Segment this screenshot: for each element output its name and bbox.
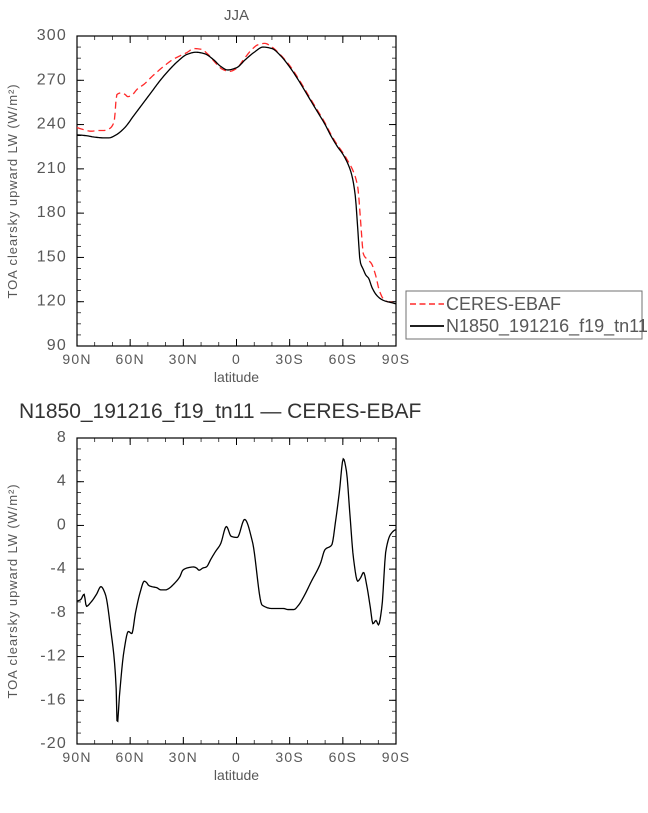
svg-text:90N: 90N <box>62 351 91 367</box>
svg-text:N1850_191216_f19_tn11: N1850_191216_f19_tn11 <box>446 316 648 337</box>
svg-text:90S: 90S <box>382 749 411 765</box>
svg-text:90S: 90S <box>382 351 411 367</box>
svg-text:60N: 60N <box>116 351 145 367</box>
svg-text:-12: -12 <box>40 648 67 665</box>
svg-text:210: 210 <box>37 160 67 177</box>
svg-text:0: 0 <box>232 749 241 765</box>
svg-text:0: 0 <box>57 516 67 533</box>
svg-text:4: 4 <box>57 473 67 490</box>
svg-text:TOA clearsky upward LW (W/m²): TOA clearsky upward LW (W/m²) <box>5 484 20 699</box>
svg-text:60S: 60S <box>329 749 358 765</box>
svg-text:N1850_191216_f19_tn11 — CERES-: N1850_191216_f19_tn11 — CERES-EBAF <box>19 400 421 423</box>
svg-text:90N: 90N <box>62 749 91 765</box>
svg-text:8: 8 <box>57 429 67 446</box>
svg-text:TOA clearsky upward LW (W/m²): TOA clearsky upward LW (W/m²) <box>5 84 20 299</box>
svg-text:150: 150 <box>37 248 67 265</box>
svg-text:0: 0 <box>232 351 241 367</box>
svg-text:180: 180 <box>37 204 67 221</box>
svg-text:240: 240 <box>37 116 67 133</box>
svg-text:30N: 30N <box>169 351 198 367</box>
svg-text:300: 300 <box>37 27 67 44</box>
svg-text:latitude: latitude <box>214 767 259 783</box>
svg-text:-8: -8 <box>50 604 67 621</box>
svg-text:30N: 30N <box>169 749 198 765</box>
svg-text:-16: -16 <box>40 691 67 708</box>
svg-text:30S: 30S <box>275 749 304 765</box>
svg-text:-4: -4 <box>50 560 67 577</box>
svg-text:JJA: JJA <box>224 7 249 24</box>
svg-text:270: 270 <box>37 71 67 88</box>
svg-text:latitude: latitude <box>214 369 259 385</box>
svg-text:30S: 30S <box>275 351 304 367</box>
svg-text:60S: 60S <box>329 351 358 367</box>
svg-text:60N: 60N <box>116 749 145 765</box>
svg-text:120: 120 <box>37 293 67 310</box>
svg-text:CERES-EBAF: CERES-EBAF <box>446 294 561 314</box>
